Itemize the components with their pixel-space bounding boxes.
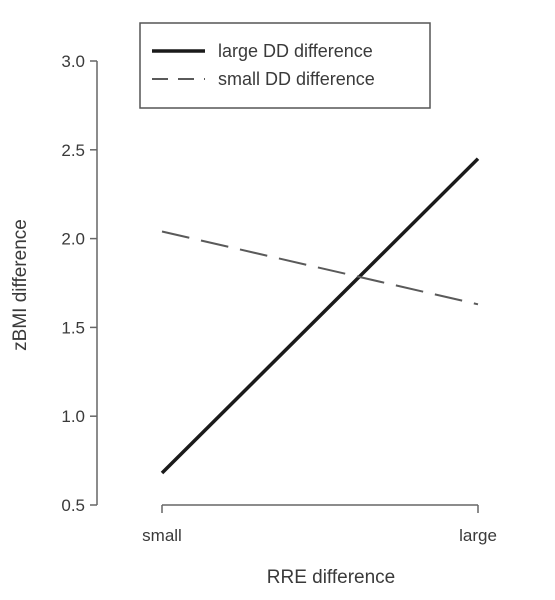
series-line-small-dd [161,230,479,306]
legend-box [139,22,431,109]
legend: large DD difference small DD difference [139,22,431,109]
x-axis: small large [142,504,497,545]
y-tick-label: 2.0 [61,230,85,249]
y-tick-label: 1.0 [61,407,85,426]
legend-label-small-dd: small DD difference [218,69,375,89]
x-tick-label: small [142,526,182,545]
legend-label-large-dd: large DD difference [218,41,373,61]
y-tick-label: 0.5 [61,496,85,515]
y-tick-label: 3.0 [61,52,85,71]
series-layer [160,157,480,475]
series-line-large-dd [160,157,480,475]
y-axis: 0.5 1.0 1.5 2.0 2.5 3.0 [61,52,98,515]
y-tick-label: 1.5 [61,318,85,337]
x-tick-label: large [459,526,497,545]
x-axis-title: RRE difference [267,567,396,588]
y-tick-label: 2.5 [61,141,85,160]
y-axis-title: zBMI difference [10,219,31,351]
